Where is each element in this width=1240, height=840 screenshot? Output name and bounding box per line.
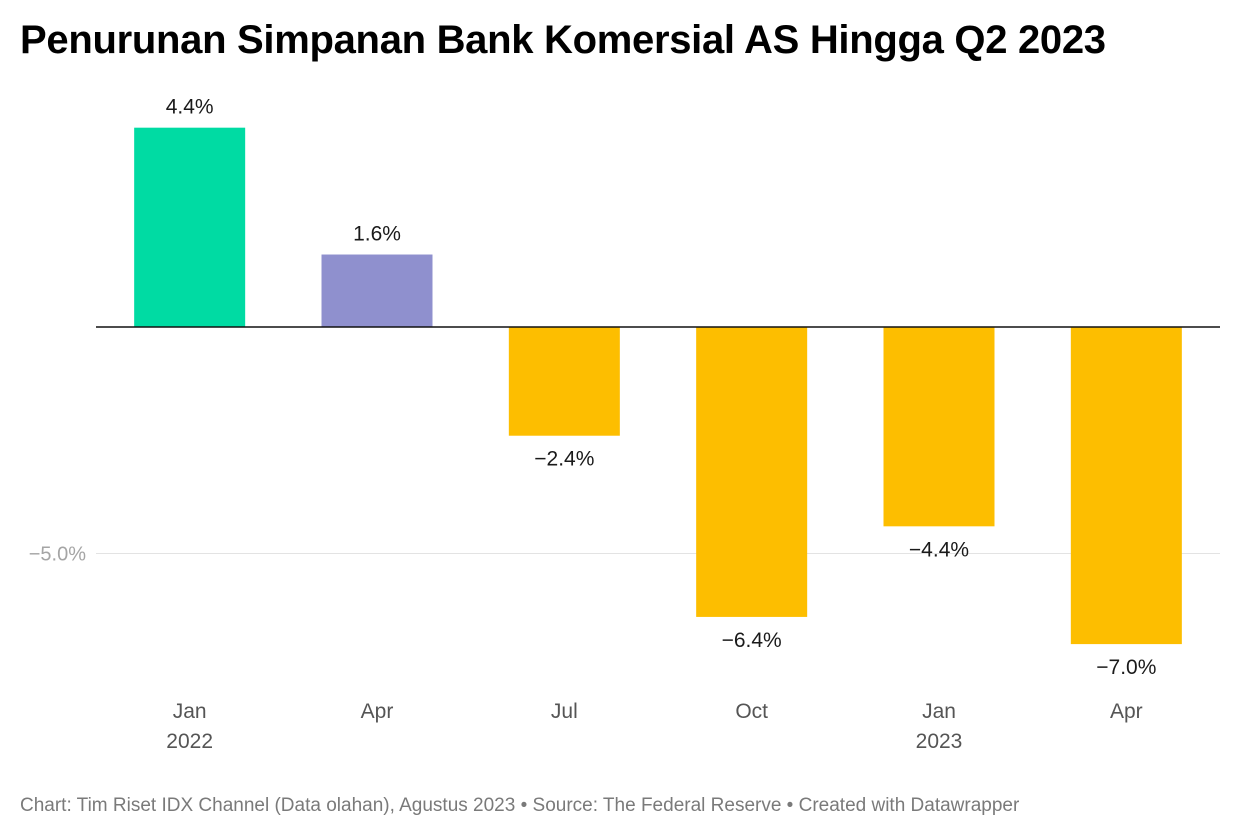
x-tick-label: Apr bbox=[361, 700, 394, 723]
bar-1 bbox=[134, 127, 246, 328]
x-tick-label: Jan bbox=[173, 700, 207, 723]
labels-layer: 4.4% 1.6% −2.4% −6.4% −4.4% −7.0% bbox=[166, 96, 1157, 679]
x-tick-label: Jul bbox=[551, 700, 578, 723]
x-tick-year-label: 2022 bbox=[166, 730, 213, 753]
x-tick-label: Oct bbox=[735, 700, 768, 723]
data-label: 4.4% bbox=[166, 96, 214, 119]
y-tick-label: −5.0% bbox=[29, 544, 86, 566]
data-label: −2.4% bbox=[534, 448, 594, 471]
x-tick-label: Apr bbox=[1110, 700, 1143, 723]
x-tick-label: Jan bbox=[922, 700, 956, 723]
bars-layer bbox=[134, 127, 1182, 645]
axis-layer: Jan 2022 Apr Jul Oct Jan 2023 Apr bbox=[96, 326, 1220, 753]
bar-6 bbox=[1070, 327, 1182, 645]
bar-2 bbox=[321, 254, 433, 327]
bar-3 bbox=[508, 327, 620, 436]
grid-layer: −5.0% bbox=[29, 544, 1220, 566]
bar-4 bbox=[696, 327, 808, 617]
data-label: −6.4% bbox=[722, 629, 782, 652]
data-label: −7.0% bbox=[1096, 656, 1156, 679]
bar-chart: −5.0% 4.4% 1.6% −2.4% −6.4% −4.4% −7.0% Jan 20… bbox=[29, 96, 1220, 753]
bar-5 bbox=[883, 327, 995, 527]
chart-title: Penurunan Simpanan Bank Komersial AS Hin… bbox=[20, 18, 1106, 62]
data-label: −4.4% bbox=[909, 538, 969, 561]
chart-footer: Chart: Tim Riset IDX Channel (Data olaha… bbox=[20, 795, 1020, 816]
x-tick-year-label: 2023 bbox=[916, 730, 963, 753]
data-label: 1.6% bbox=[353, 223, 401, 246]
